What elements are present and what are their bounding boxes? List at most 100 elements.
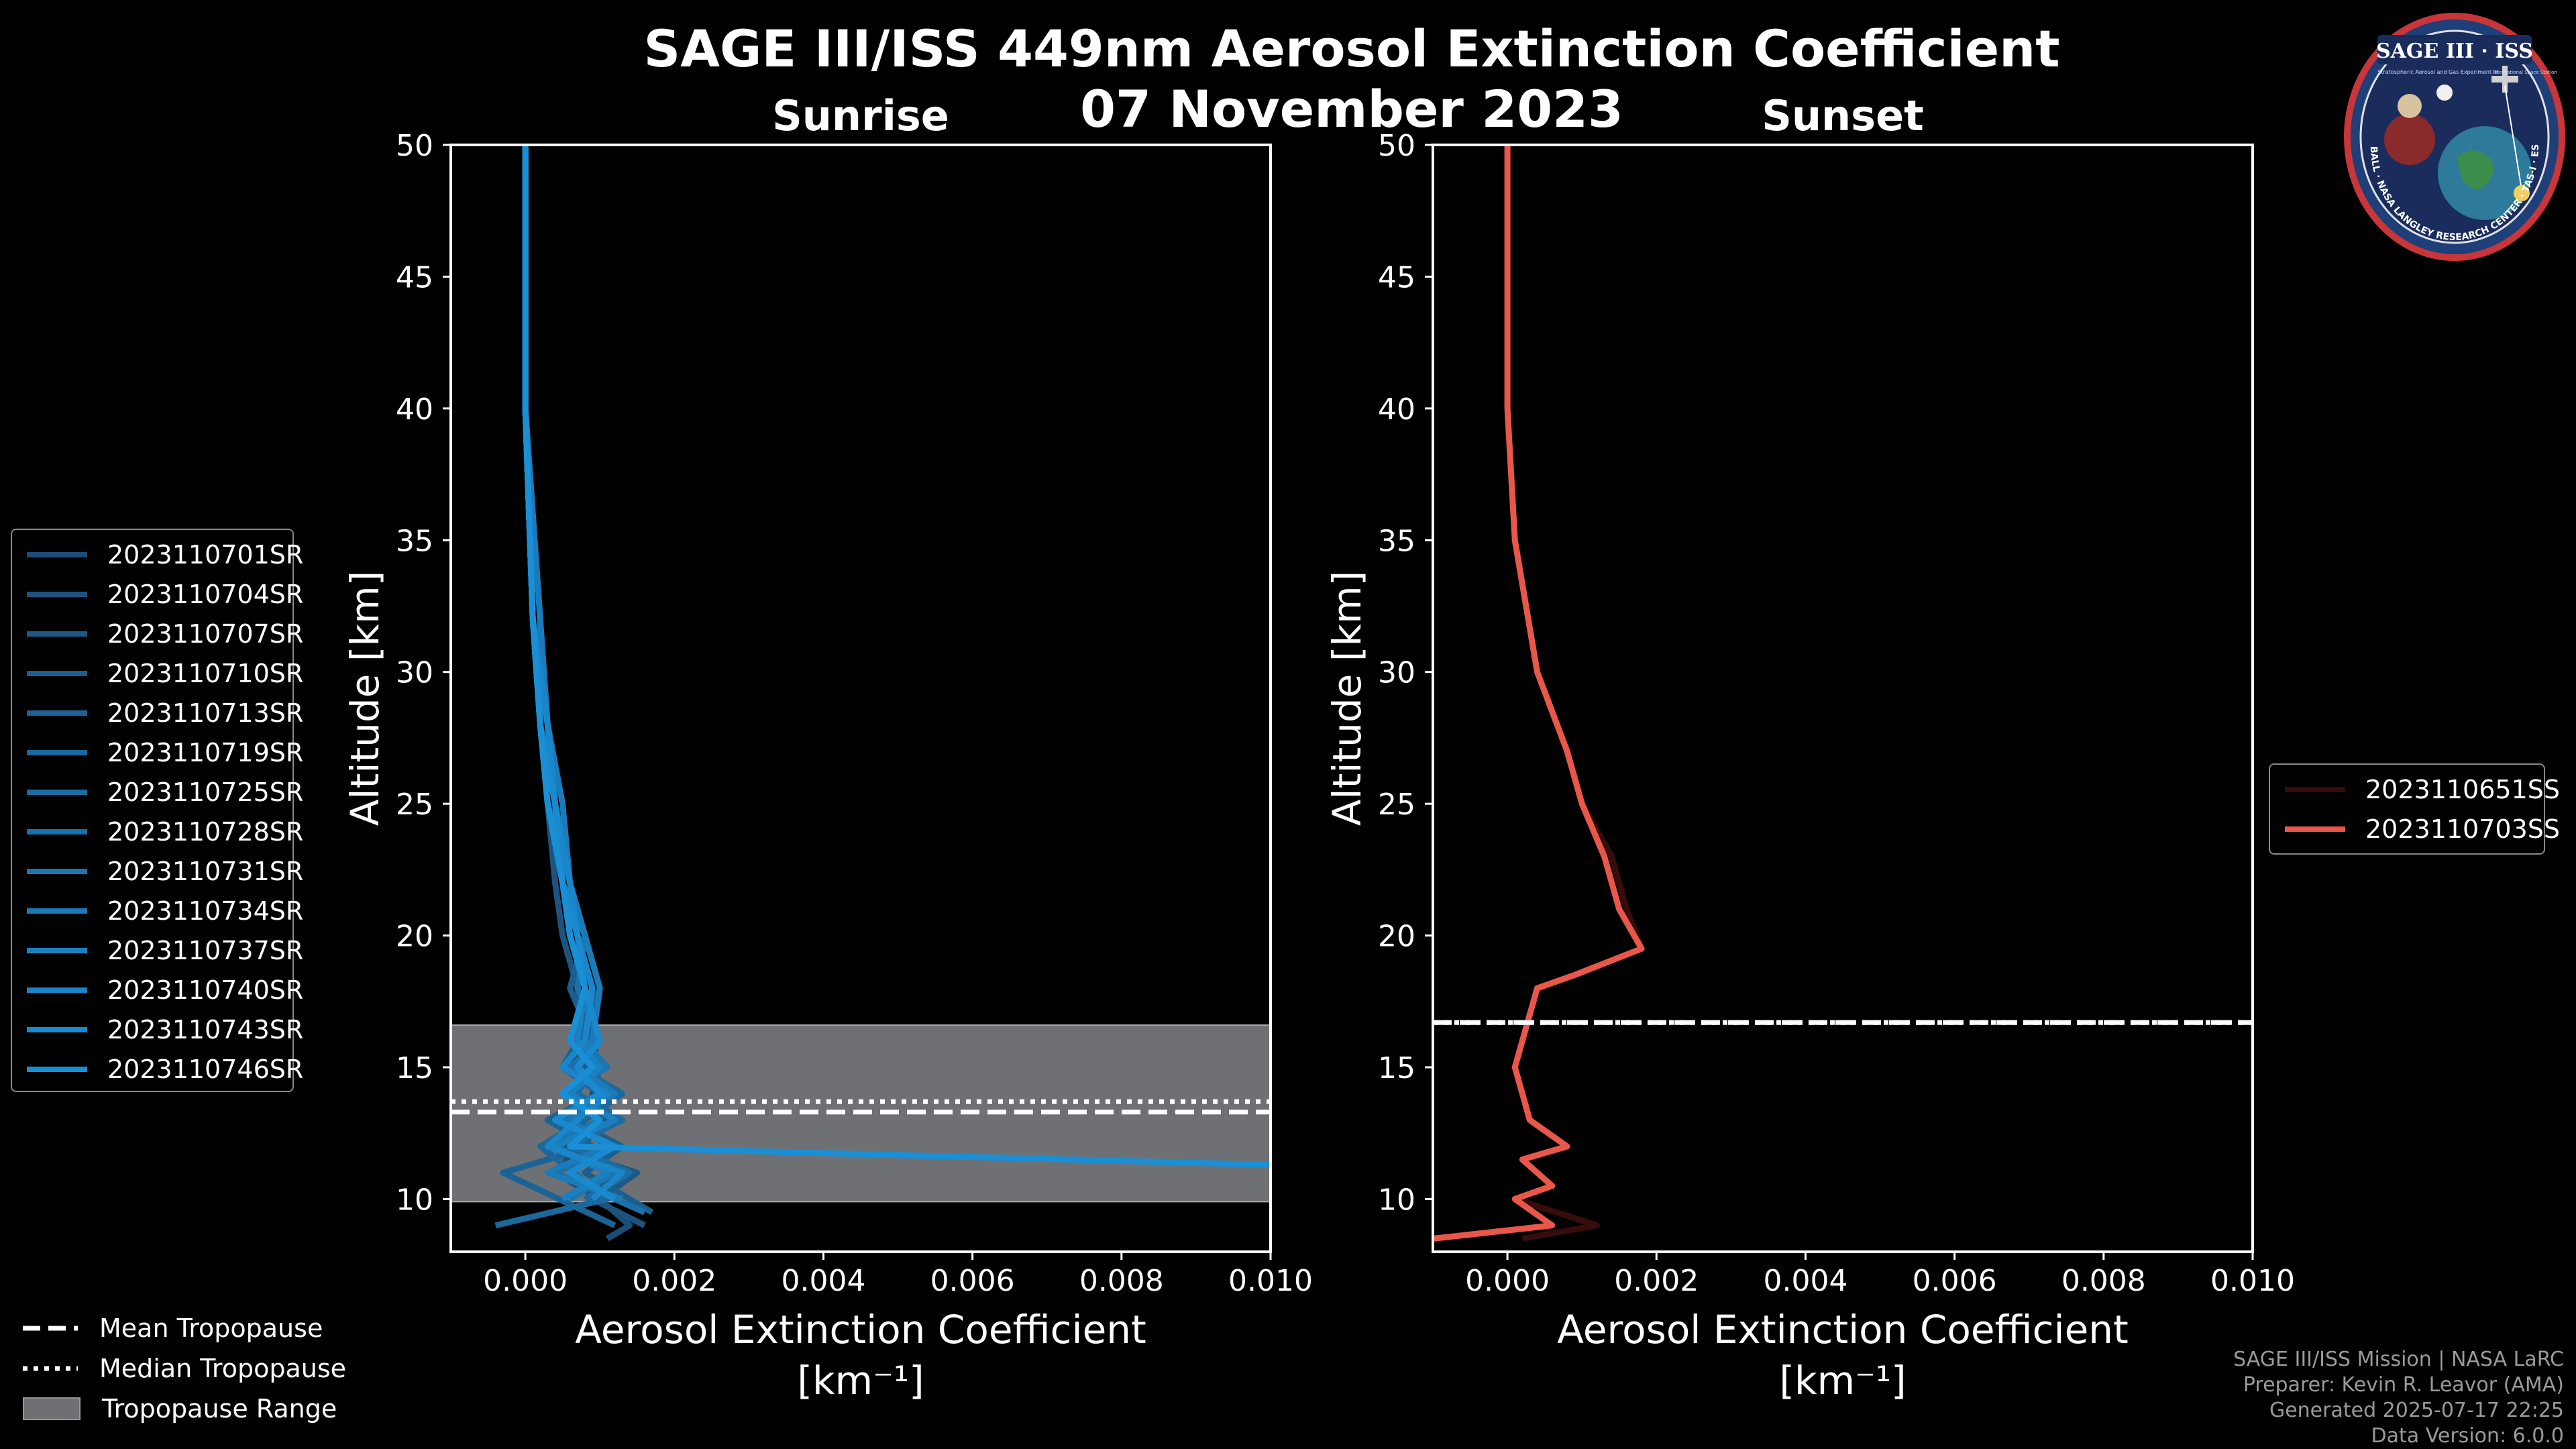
legend-label: 2023110734SR — [107, 896, 304, 926]
sunrise-panel-title: Sunrise — [772, 91, 949, 140]
legend-label: 2023110651SS — [2365, 775, 2561, 804]
dotted-line-swatch — [23, 1366, 78, 1371]
legend-entry: 2023110734SR — [12, 892, 303, 930]
legend-label: 2023110740SR — [107, 975, 304, 1005]
legend-entry: 2023110710SR — [12, 654, 303, 693]
moon-icon — [2436, 85, 2453, 101]
legend-entry: 2023110707SR — [12, 614, 303, 653]
y-tick-label: 40 — [1378, 392, 1415, 427]
x-tick-label: 0.004 — [1763, 1264, 1847, 1298]
y-tick-label: 50 — [1378, 129, 1415, 163]
x-tick-label: 0.008 — [2061, 1264, 2146, 1298]
tropopause-legend: Mean Tropopause Median Tropopause Tropop… — [20, 1309, 396, 1430]
sunset-x-axis-unit: [km⁻¹] — [1779, 1358, 1906, 1403]
legend-swatch — [2285, 787, 2345, 792]
series-2023110651SS — [1504, 145, 1645, 1242]
badge-title: SAGE III · ISS — [2376, 40, 2533, 63]
x-tick-label: 0.002 — [632, 1264, 716, 1298]
y-tick-label: 30 — [396, 656, 433, 690]
sunset-panel-title: Sunset — [1762, 91, 1924, 140]
legend-label: 2023110710SR — [107, 659, 304, 688]
legend-swatch — [27, 790, 87, 795]
legend-swatch — [2285, 826, 2345, 832]
sunrise-x-axis-unit: [km⁻¹] — [797, 1358, 924, 1403]
y-tick-label: 15 — [1378, 1051, 1415, 1085]
footer-mission: SAGE III/ISS Mission | NASA LaRC — [2233, 1348, 2564, 1371]
legend-entry: 2023110703SS — [2270, 810, 2560, 849]
y-tick-label: 40 — [396, 392, 433, 427]
sunrise-axes-frame — [449, 144, 1272, 1253]
legend-swatch — [27, 1027, 87, 1032]
legend-swatch — [27, 671, 87, 676]
sunrise-x-axis-label: Aerosol Extinction Coefficient — [575, 1307, 1146, 1352]
x-tick-label: 0.002 — [1614, 1264, 1699, 1298]
sunset-axes-frame — [1432, 144, 2254, 1253]
legend-entry: 2023110728SR — [12, 812, 303, 851]
legend-swatch — [27, 829, 87, 835]
badge-station: International Space Station — [2493, 70, 2557, 75]
sunset-y-axis-label: Altitude [km] — [1324, 571, 1370, 826]
sunset-x-axis-label: Aerosol Extinction Coefficient — [1557, 1307, 2129, 1352]
x-tick-label: 0.010 — [2210, 1264, 2295, 1298]
legend-swatch — [27, 552, 87, 557]
legend-swatch — [27, 987, 87, 993]
legend-swatch — [27, 750, 87, 755]
legend-entry: 2023110725SR — [12, 773, 303, 812]
footer-generated: Generated 2025-07-17 22:25 — [2269, 1399, 2564, 1422]
legend-label: 2023110746SR — [107, 1055, 304, 1084]
chart-title: SAGE III/ISS 449nm Aerosol Extinction Co… — [643, 19, 2060, 78]
y-tick-label: 15 — [396, 1051, 433, 1085]
sunset-plot-area — [1433, 145, 2253, 1242]
legend-entry: 2023110704SR — [12, 575, 303, 614]
series-2023110703SS — [1433, 145, 1645, 1242]
legend-entry: 2023110746SR — [12, 1050, 303, 1089]
x-tick-label: 0.000 — [1465, 1264, 1550, 1298]
x-tick-label: 0.006 — [1913, 1264, 1997, 1298]
y-tick-label: 50 — [396, 129, 433, 163]
y-tick-label: 35 — [1378, 524, 1415, 558]
figure-icon — [2384, 114, 2435, 165]
x-tick-label: 0.004 — [781, 1264, 865, 1298]
legend-tropopause-range: Tropopause Range — [20, 1390, 337, 1428]
y-tick-label: 10 — [1378, 1183, 1415, 1217]
x-tick-label: 0.000 — [483, 1264, 568, 1298]
legend-entry: 2023110731SR — [12, 852, 303, 891]
x-tick-label: 0.006 — [930, 1264, 1015, 1298]
legend-swatch — [27, 869, 87, 874]
legend-swatch — [27, 908, 87, 914]
y-tick-label: 35 — [396, 524, 433, 558]
sunrise-plot-area — [451, 145, 1271, 1242]
legend-range-label: Tropopause Range — [102, 1394, 337, 1424]
legend-label: 2023110707SR — [107, 619, 304, 649]
legend-label: 2023110737SR — [107, 936, 304, 965]
legend-label: 2023110719SR — [107, 738, 304, 767]
y-tick-label: 45 — [396, 260, 433, 294]
legend-swatch — [27, 592, 87, 597]
legend-entry: 2023110719SR — [12, 733, 303, 772]
legend-label: 2023110703SS — [2365, 814, 2561, 844]
continent-icon — [2458, 150, 2493, 190]
legend-swatch — [27, 710, 87, 716]
legend-label: 2023110713SR — [107, 698, 304, 728]
sunrise-legend: 2023110701SR 2023110704SR 2023110707SR 2023… — [11, 529, 303, 1092]
y-tick-label: 30 — [1378, 656, 1415, 690]
legend-label: 2023110701SR — [107, 540, 304, 570]
legend-entry: 2023110701SR — [12, 535, 303, 574]
footer-version: Data Version: 6.0.0 — [2371, 1424, 2564, 1448]
sunset-legend: 2023110651SS 2023110703SS — [2269, 763, 2560, 855]
chart-date: 07 November 2023 — [1080, 79, 1623, 139]
footer-credits: SAGE III/ISS Mission | NASA LaRC Prepare… — [2233, 1347, 2564, 1449]
y-tick-label: 45 — [1378, 260, 1415, 294]
legend-label: 2023110725SR — [107, 777, 304, 807]
sage-iss-mission-badge: SAGE III · ISS Stratospheric Aerosol and… — [2344, 12, 2565, 261]
legend-swatch — [27, 1067, 87, 1072]
sunset-panel: 0.000 0.002 0.004 0.006 0.008 0.010 10 15 20 25 30… — [1324, 129, 2295, 1403]
x-tick-label: 0.010 — [1228, 1264, 1313, 1298]
range-swatch — [23, 1397, 80, 1420]
series-2023110746SR — [522, 145, 1271, 1168]
legend-mean-label: Mean Tropopause — [99, 1313, 323, 1343]
dashed-line-swatch — [23, 1326, 78, 1331]
badge-subtitle: Stratospheric Aerosol and Gas Experiment… — [2377, 69, 2498, 75]
legend-entry: 2023110713SR — [12, 694, 303, 733]
